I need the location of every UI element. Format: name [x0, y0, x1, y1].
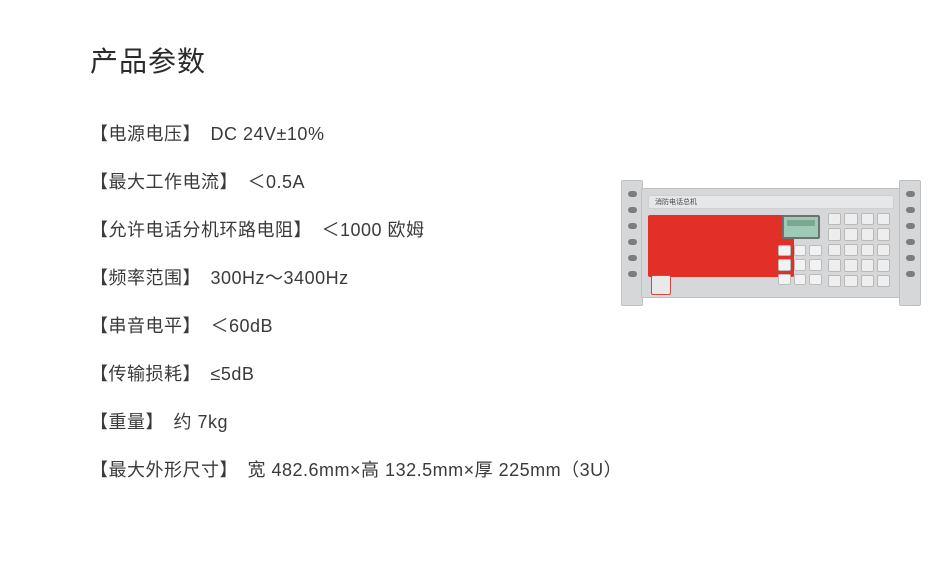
mount-hole-icon	[628, 207, 637, 213]
spec-label: 【重量】	[90, 412, 164, 432]
page-root: 产品参数 【电源电压】 DC 24V±10% 【最大工作电流】 ＜0.5A 【允…	[0, 0, 951, 575]
spec-value: DC 24V±10%	[211, 124, 325, 144]
mount-hole-icon	[628, 255, 637, 261]
device-top-label: 消防电话总机	[648, 195, 894, 209]
spec-value: ＜60dB	[211, 316, 274, 336]
device-red-panel	[648, 215, 794, 277]
spec-value: 300Hz～3400Hz	[211, 268, 349, 288]
mount-hole-icon	[906, 239, 915, 245]
mount-hole-icon	[628, 191, 637, 197]
spec-row: 【传输损耗】 ≤5dB	[90, 360, 951, 386]
page-title: 产品参数	[90, 40, 951, 80]
device-lcd-icon	[782, 215, 820, 239]
product-image: 消防电话总机	[621, 180, 921, 310]
rack-ear-right	[899, 180, 921, 306]
mount-hole-icon	[906, 207, 915, 213]
spec-label: 【最大外形尺寸】	[90, 460, 238, 480]
spec-value: ＜1000 欧姆	[322, 220, 425, 240]
spec-row: 【最大外形尺寸】 宽 482.6mm×高 132.5mm×厚 225mm（3U）	[90, 456, 951, 482]
mount-hole-icon	[906, 271, 915, 277]
spec-label: 【串音电平】	[90, 316, 201, 336]
spec-row: 【串音电平】 ＜60dB	[90, 312, 951, 338]
spec-label: 【允许电话分机环路电阻】	[90, 220, 312, 240]
spec-value: ≤5dB	[211, 364, 255, 384]
mount-hole-icon	[906, 191, 915, 197]
spec-row: 【电源电压】 DC 24V±10%	[90, 120, 951, 146]
spec-value: 宽 482.6mm×高 132.5mm×厚 225mm（3U）	[248, 460, 623, 480]
mount-hole-icon	[906, 223, 915, 229]
mount-hole-icon	[628, 271, 637, 277]
spec-label: 【最大工作电流】	[90, 172, 238, 192]
spec-label: 【电源电压】	[90, 124, 201, 144]
spec-value: ＜0.5A	[248, 172, 306, 192]
spec-row: 【重量】 约 7kg	[90, 408, 951, 434]
rack-ear-left	[621, 180, 643, 306]
mount-hole-icon	[628, 223, 637, 229]
spec-label: 【传输损耗】	[90, 364, 201, 384]
device-body: 消防电话总机	[641, 188, 901, 298]
spec-value: 约 7kg	[174, 412, 229, 432]
mount-hole-icon	[628, 239, 637, 245]
device-keypad	[828, 213, 890, 287]
mount-hole-icon	[906, 255, 915, 261]
device-nav-buttons	[778, 245, 822, 285]
spec-label: 【频率范围】	[90, 268, 201, 288]
